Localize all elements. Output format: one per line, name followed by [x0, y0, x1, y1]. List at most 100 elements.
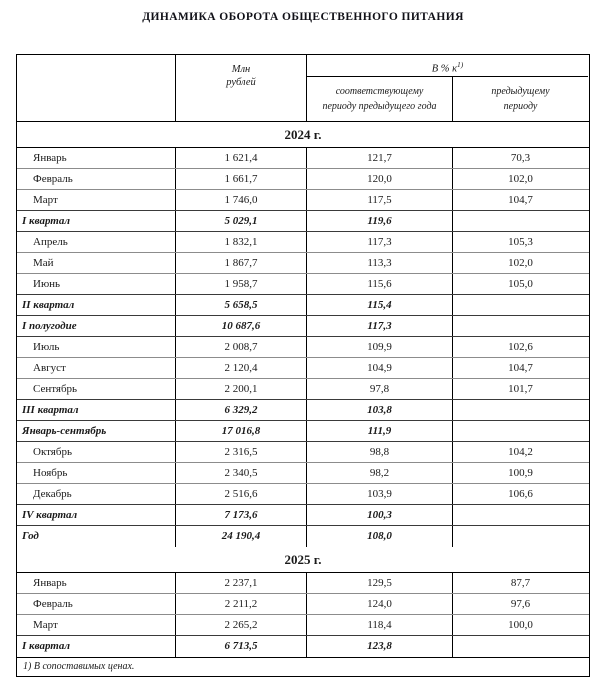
mln-rubles-value-cell: 10 687,6: [176, 316, 307, 336]
yoy-percent-value-cell: 98,8: [307, 442, 453, 462]
row-label-cell: Июнь: [17, 274, 176, 294]
yoy-percent-value-cell: 124,0: [307, 594, 453, 614]
yoy-percent-value-cell: 103,8: [307, 400, 453, 420]
row-label-cell: Ноябрь: [17, 463, 176, 483]
table-row: IV квартал 7 173,6 100,3: [17, 505, 589, 526]
table-row: Январь 1 621,4 121,7 70,3: [17, 148, 589, 169]
mln-rubles-value-cell: 1 958,7: [176, 274, 307, 294]
table-row: I квартал 6 713,5 123,8: [17, 636, 589, 657]
table-row: II квартал 5 658,5 115,4: [17, 295, 589, 316]
page-title: ДИНАМИКА ОБОРОТА ОБЩЕСТВЕННОГО ПИТАНИЯ: [142, 11, 464, 23]
table-row: Апрель 1 832,1 117,3 105,3: [17, 232, 589, 253]
footnote: 1) В сопоставимых ценах.: [17, 657, 589, 676]
header-unit-cell: Млн рублей: [176, 55, 307, 121]
prev-period-value-cell: [453, 400, 588, 420]
prev-period-value-cell: 104,7: [508, 194, 533, 206]
table-row: I полугодие 10 687,6 117,3: [17, 316, 589, 337]
row-label-cell: III квартал: [17, 400, 176, 420]
yoy-percent-value-cell: 129,5: [307, 573, 453, 593]
mln-rubles-value-cell: 2 120,4: [176, 358, 307, 378]
mln-rubles-value-cell: 2 008,7: [176, 337, 307, 357]
mln-rubles-value-cell: 2 237,1: [176, 573, 307, 593]
header-percent-group: В % к1) соответствующему периоду предыду…: [307, 55, 588, 121]
row-label-cell: Май: [17, 253, 176, 273]
mln-rubles-value-cell: 5 029,1: [176, 211, 307, 231]
prev-period-value-cell: 104,7: [508, 362, 533, 374]
yoy-percent-value-cell: 120,0: [307, 169, 453, 189]
table-row: Август 2 120,4 104,9 104,7: [17, 358, 589, 379]
table-row: Июль 2 008,7 109,9 102,6: [17, 337, 589, 358]
prev-period-value-cell: 102,0: [508, 173, 533, 185]
prev-period-value-cell: 105,3: [508, 236, 533, 248]
mln-rubles-value-cell: 2 200,1: [176, 379, 307, 399]
table-row: Март 1 746,0 117,5 104,7: [17, 190, 589, 211]
table-row: Февраль 2 211,2 124,0 97,6: [17, 594, 589, 615]
row-label-cell: Декабрь: [17, 484, 176, 504]
row-label-cell: Февраль: [17, 594, 176, 614]
table-row: Июнь 1 958,7 115,6 105,0: [17, 274, 589, 295]
mln-rubles-value-cell: 2 211,2: [176, 594, 307, 614]
table-row: Март 2 265,2 118,4 100,0: [17, 615, 589, 636]
mln-rubles-value-cell: 2 265,2: [176, 615, 307, 635]
table-row: Февраль 1 661,7 120,0 102,0: [17, 169, 589, 190]
table-row: Ноябрь 2 340,5 98,2 100,9: [17, 463, 589, 484]
prev-period-value-cell: 97,6: [510, 598, 531, 610]
yoy-percent-value-cell: 109,9: [307, 337, 453, 357]
prev-period-value-cell: [453, 295, 588, 315]
year-section-header: 2024 г.: [17, 122, 589, 148]
mln-rubles-value-cell: 1 661,7: [176, 169, 307, 189]
yoy-percent-value-cell: 103,9: [307, 484, 453, 504]
row-label-cell: Год: [17, 526, 176, 547]
prev-period-value-cell: [453, 636, 588, 657]
table-row: III квартал 6 329,2 103,8: [17, 400, 589, 421]
yoy-percent-value-cell: 115,6: [307, 274, 453, 294]
table-header: Млн рублей В % к1) соответствующему пери…: [17, 55, 589, 122]
yoy-percent-value-cell: 108,0: [307, 526, 453, 547]
table-row: Год 24 190,4 108,0: [17, 526, 589, 547]
row-label-cell: IV квартал: [17, 505, 176, 525]
prev-period-value-cell: 87,7: [510, 577, 531, 589]
row-label-cell: Март: [17, 190, 176, 210]
prev-period-value-cell: 101,7: [508, 383, 533, 395]
header-same-period-line1: соответствующему: [335, 86, 424, 97]
header-same-period-line2: периоду предыдущего года: [322, 101, 437, 112]
row-label-cell: II квартал: [17, 295, 176, 315]
yoy-percent-value-cell: 113,3: [307, 253, 453, 273]
row-label-cell: Январь: [17, 148, 176, 168]
mln-rubles-value-cell: 17 016,8: [176, 421, 307, 441]
table-row: Октябрь 2 316,5 98,8 104,2: [17, 442, 589, 463]
prev-period-value-cell: 102,6: [508, 341, 533, 353]
prev-period-value-cell: [453, 316, 588, 336]
mln-rubles-value-cell: 1 832,1: [176, 232, 307, 252]
yoy-percent-value-cell: 117,3: [307, 316, 453, 336]
yoy-percent-value-cell: 100,3: [307, 505, 453, 525]
yoy-percent-value-cell: 104,9: [307, 358, 453, 378]
row-label-cell: Август: [17, 358, 176, 378]
prev-period-value-cell: 102,0: [508, 257, 533, 269]
yoy-percent-value-cell: 117,3: [307, 232, 453, 252]
row-label-cell: Октябрь: [17, 442, 176, 462]
catering-turnover-table: Млн рублей В % к1) соответствующему пери…: [16, 54, 590, 677]
row-label-cell: I полугодие: [17, 316, 176, 336]
row-label-cell: I квартал: [17, 211, 176, 231]
prev-period-value-cell: [453, 505, 588, 525]
prev-period-value-cell: 106,6: [508, 488, 533, 500]
prev-period-value-cell: [453, 211, 588, 231]
header-unit-line2: рублей: [226, 77, 256, 88]
mln-rubles-value-cell: 7 173,6: [176, 505, 307, 525]
mln-rubles-value-cell: 1 867,7: [176, 253, 307, 273]
row-label-cell: I квартал: [17, 636, 176, 657]
row-label-cell: Сентябрь: [17, 379, 176, 399]
yoy-percent-value-cell: 121,7: [307, 148, 453, 168]
prev-period-value-cell: 70,3: [510, 152, 531, 164]
mln-rubles-value-cell: 1 621,4: [176, 148, 307, 168]
yoy-percent-value-cell: 97,8: [307, 379, 453, 399]
header-percent-label: В % к1): [307, 55, 588, 77]
table-row: Январь-сентябрь 17 016,8 111,9: [17, 421, 589, 442]
header-prev-period-cell: предыдущему периоду: [453, 77, 588, 121]
prev-period-value-cell: 100,0: [508, 619, 533, 631]
header-prev-period-line1: предыдущему: [491, 86, 550, 97]
table-row: I квартал 5 029,1 119,6: [17, 211, 589, 232]
mln-rubles-value-cell: 5 658,5: [176, 295, 307, 315]
mln-rubles-value-cell: 2 340,5: [176, 463, 307, 483]
